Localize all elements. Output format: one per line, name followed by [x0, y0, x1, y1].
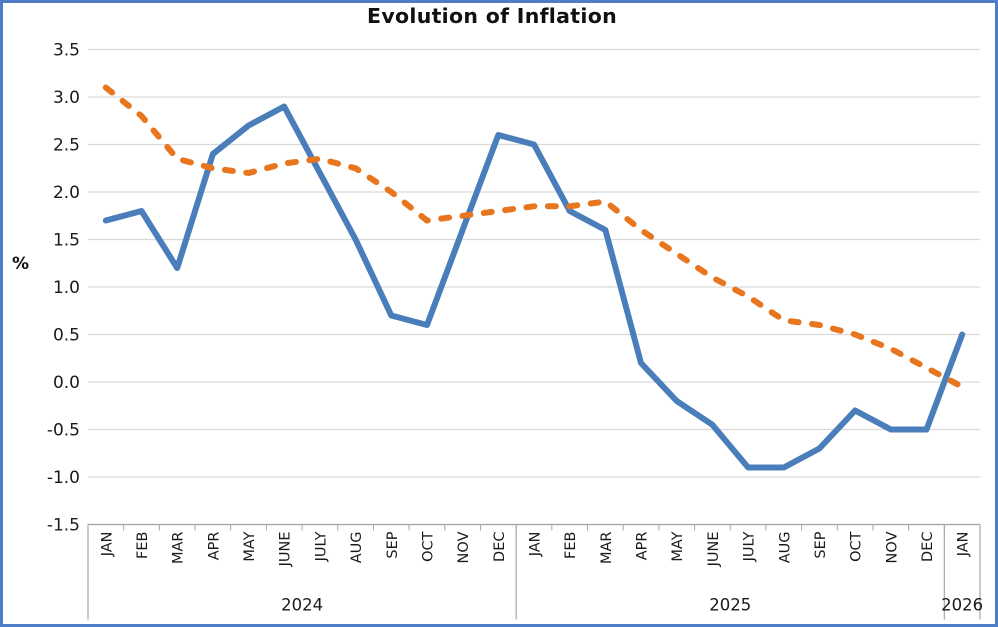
y-tick-label: 1.5: [53, 231, 80, 251]
x-month-label: SEP: [813, 531, 829, 558]
x-month-label: JUNE: [706, 532, 722, 568]
y-tick-label: 1.0: [53, 278, 80, 298]
x-month-label: NOV: [884, 531, 900, 563]
x-month-label: DEC: [492, 532, 508, 562]
y-tick-label: -0.5: [47, 421, 80, 441]
x-year-label: 2026: [941, 596, 983, 615]
x-month-label: MAY: [670, 531, 686, 561]
x-month-label: AUG: [349, 532, 365, 564]
y-tick-label: 2.5: [53, 136, 80, 156]
x-month-label: DEC: [920, 532, 936, 562]
x-month-label: APR: [206, 532, 222, 561]
x-month-label: APR: [635, 532, 651, 561]
x-month-label: JULY: [742, 531, 758, 562]
blue-solid-line: [102, 103, 966, 471]
x-month-label: JAN: [99, 532, 115, 558]
y-tick-label: 0.5: [53, 326, 80, 346]
x-year-label: 2025: [709, 596, 751, 615]
y-tick-label: 0.0: [53, 373, 80, 393]
x-month-label: FEB: [563, 532, 579, 559]
x-month-label: SEP: [385, 531, 401, 558]
x-month-label: JAN: [528, 532, 544, 558]
y-axis-unit-label: %: [12, 254, 30, 274]
inflation-line-chart: 3.5 3.0 2.5 2.0 1.5 1.0 0.5 0.0 -0.5 -1.0 -1.5 JAN F…: [47, 41, 983, 620]
x-month-label: MAR: [599, 532, 615, 565]
y-tick-label: 3.0: [53, 88, 80, 108]
x-month-label: OCT: [849, 531, 865, 562]
x-year-label: 2024: [281, 596, 323, 615]
x-month-label: JUNE: [278, 532, 294, 568]
x-month-label: JAN: [956, 532, 972, 558]
y-tick-label: 3.5: [53, 41, 80, 61]
x-month-label: MAR: [171, 532, 187, 565]
orange-dashed-line: [102, 84, 966, 390]
x-month-label: AUG: [777, 532, 793, 564]
y-tick-label: 2.0: [53, 183, 80, 203]
x-month-label: FEB: [135, 532, 151, 559]
x-month-label: JULY: [313, 531, 329, 562]
chart-title: Evolution of Inflation: [367, 4, 617, 28]
x-month-label: OCT: [420, 531, 436, 562]
x-month-label: MAY: [242, 531, 258, 561]
y-tick-label: -1.5: [47, 516, 80, 536]
x-month-label: NOV: [456, 531, 472, 563]
y-tick-label: -1.0: [47, 468, 80, 488]
